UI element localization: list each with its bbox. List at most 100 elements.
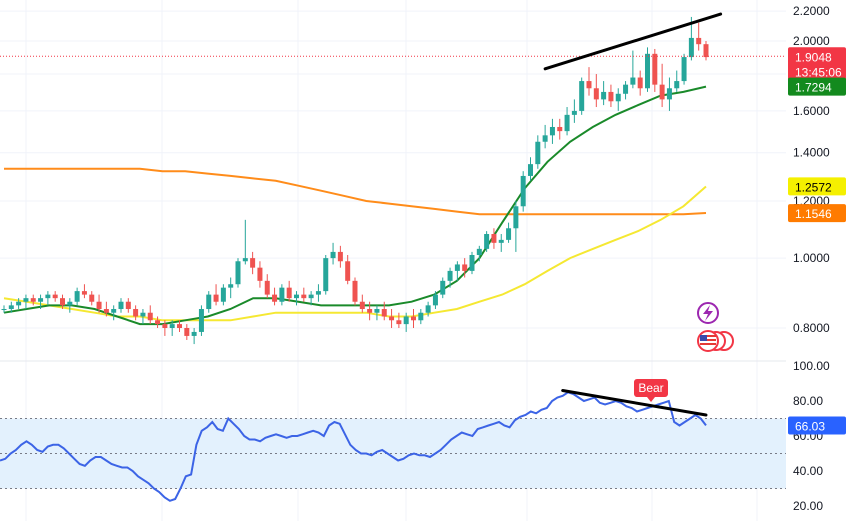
candle-body	[462, 264, 468, 271]
candle-body	[162, 324, 168, 329]
candle-body	[133, 309, 139, 317]
candle-body	[74, 291, 80, 302]
candle-body	[264, 280, 270, 295]
candle-body	[440, 280, 446, 295]
rsi-band	[0, 418, 786, 489]
candle-body	[60, 298, 65, 306]
candle-body	[38, 298, 44, 302]
candle-body	[630, 77, 636, 85]
rsi-tick-label: 100.00	[793, 359, 830, 373]
candle-body	[703, 44, 709, 58]
candle-body	[125, 301, 131, 310]
rsi-overlays: Bear	[561, 379, 708, 417]
candle-body	[425, 305, 431, 313]
candle-body	[586, 81, 592, 89]
price-tick-label: 1.6000	[793, 104, 830, 118]
candle-body	[337, 251, 343, 262]
bear-annotation: Bear	[634, 379, 668, 402]
rsi-tick-label: 20.00	[793, 499, 823, 513]
candle-body	[542, 135, 548, 142]
candle-body	[213, 294, 219, 302]
candle-body	[688, 37, 694, 58]
candle-body	[674, 81, 680, 89]
candle-body	[30, 298, 36, 302]
price-tick-label: 1.0000	[793, 251, 830, 265]
candle-body	[498, 239, 504, 243]
candle-body	[520, 175, 526, 207]
candle-body	[16, 301, 22, 306]
candle-body	[696, 37, 702, 45]
candle-body	[389, 316, 395, 321]
candle-body	[228, 284, 234, 288]
candle-body	[564, 114, 570, 132]
price-tick-label: 2.2000	[793, 4, 830, 18]
candle-body	[447, 270, 453, 281]
candle-body	[476, 248, 482, 256]
candle-body	[381, 309, 387, 317]
candle-body	[23, 298, 29, 302]
candle-body	[645, 53, 650, 89]
candle-body	[242, 258, 248, 262]
candles	[1, 16, 709, 345]
candle-body	[52, 294, 58, 299]
candle-body	[294, 294, 299, 299]
candle-body	[352, 280, 358, 302]
candle-body	[432, 294, 438, 306]
candle-body	[418, 312, 424, 321]
candle-body	[615, 93, 621, 102]
candle-body	[140, 312, 146, 317]
moving-averages	[3, 85, 707, 326]
candle-body	[659, 84, 665, 100]
candle-body	[491, 234, 497, 243]
candle-body	[681, 57, 687, 82]
candle-body	[557, 126, 563, 132]
rsi-trendline	[561, 389, 708, 417]
last-price-label-text: 1.9048	[795, 50, 832, 64]
candle-body	[169, 324, 175, 329]
candle-body	[191, 331, 197, 336]
candle-body	[279, 287, 285, 302]
candle-body	[111, 309, 117, 313]
candle-body	[601, 91, 607, 100]
candle-body	[257, 267, 263, 281]
ma-orange-label: 1.1546	[788, 204, 846, 223]
bear-annotation-label: Bear	[638, 381, 663, 395]
candle-body	[571, 110, 577, 115]
candle-body	[147, 312, 153, 321]
candle-body	[637, 77, 643, 89]
candle-body	[593, 88, 599, 100]
candle-body	[513, 206, 519, 229]
candle-body	[67, 301, 73, 306]
price-grid	[0, 0, 786, 521]
rsi-line	[0, 391, 707, 502]
candle-body	[535, 141, 541, 165]
last-price-label-subtext: 13:45:06	[795, 65, 842, 79]
candle-body	[206, 294, 212, 310]
rsi-grid	[0, 418, 786, 489]
candle-body	[608, 91, 614, 102]
rsi-tick-label: 40.00	[793, 464, 823, 478]
candle-body	[403, 316, 409, 325]
candle-body	[81, 291, 87, 295]
candle-body	[45, 294, 51, 299]
rsi-value-label-text: 66.03	[795, 419, 825, 433]
ma-green-label-text: 1.7294	[795, 81, 832, 95]
candle-body	[666, 88, 672, 100]
candle-body	[177, 324, 182, 329]
lightning-icon[interactable]	[697, 302, 719, 324]
candle-body	[623, 84, 629, 94]
candle-body	[220, 287, 226, 302]
us-flag-icon[interactable]	[697, 330, 734, 352]
price-tick-label: 1.4000	[793, 146, 830, 160]
candle-body	[396, 320, 402, 325]
candle-body	[250, 258, 256, 268]
ma-line-1	[3, 185, 707, 322]
candle-body	[301, 294, 307, 299]
candle-body	[96, 301, 102, 310]
price-trendline	[543, 12, 723, 71]
candle-body	[374, 309, 380, 313]
